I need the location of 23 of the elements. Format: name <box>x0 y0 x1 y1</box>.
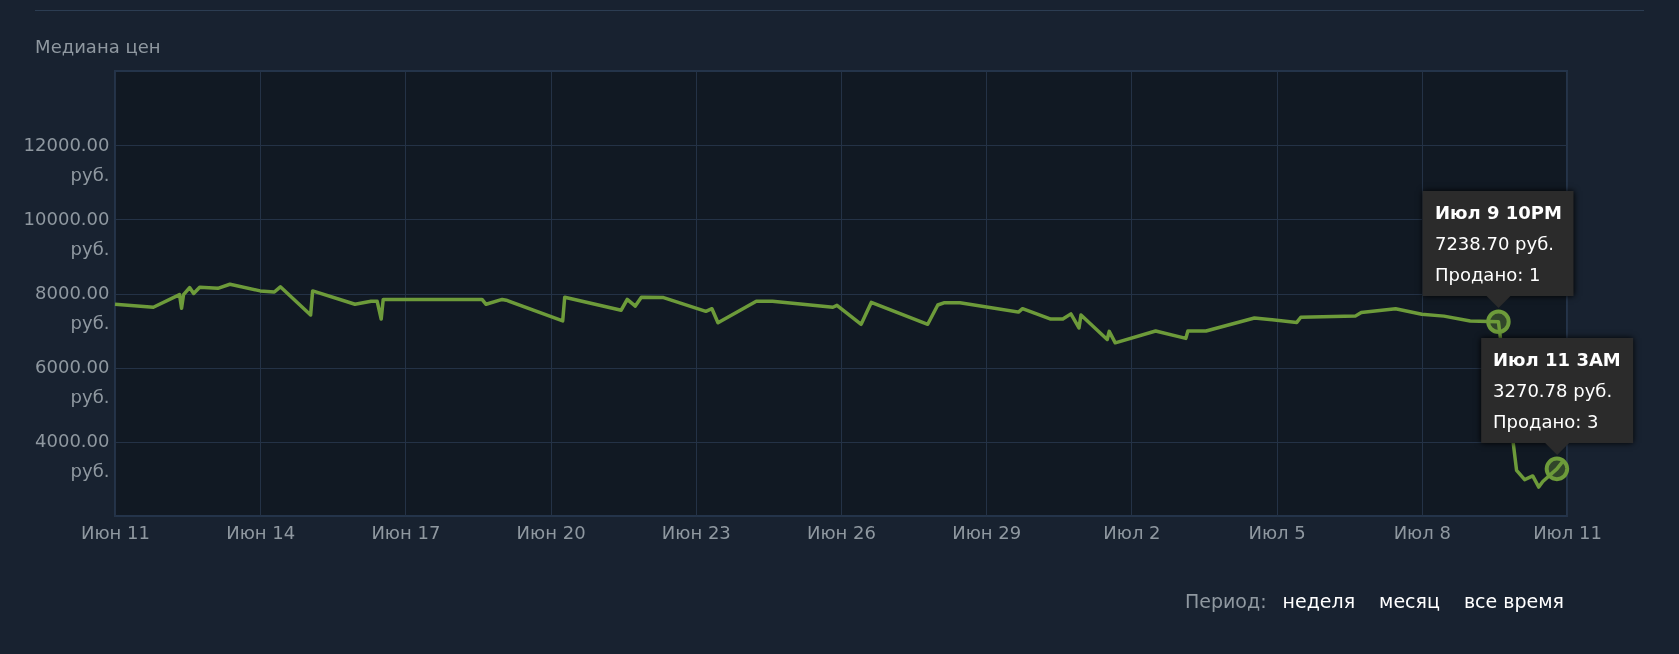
text: все время <box>1463 590 1564 612</box>
text: неделя <box>1282 590 1356 612</box>
annotation: Июл 9 10PM 7238.70 руб. Продано: 1 <box>1434 201 1562 285</box>
text: месяц <box>1379 590 1440 612</box>
y-tick-label: 8000.00 руб. <box>35 282 110 333</box>
text: Период: <box>1184 590 1267 612</box>
chart-title: Медиана цен <box>35 36 161 57</box>
x-tick-label: Июл 8 <box>1393 521 1451 543</box>
x-tick-label: Июн 20 <box>516 521 586 543</box>
x-tick-label: Июн 17 <box>371 521 441 543</box>
x-tick-label: Июн 26 <box>806 521 877 543</box>
y-tick-label: 12000.00 руб. <box>23 133 110 185</box>
annotation: Июл 11 3AM 3270.78 руб. Продано: 3 <box>1493 348 1621 432</box>
y-tick-label: 4000.00 руб. <box>35 430 110 482</box>
y-tick-label: 10000.00 руб. <box>23 207 110 259</box>
x-tick-label: Июн 14 <box>226 521 296 543</box>
x-tick-label: Июл 11 <box>1533 521 1602 543</box>
x-tick-label: Июн 23 <box>661 521 731 543</box>
x-tick-label: Июн 11 <box>80 521 151 543</box>
x-tick-label: Июн 29 <box>952 521 1022 543</box>
x-tick-label: Июл 5 <box>1248 521 1306 543</box>
y-tick-label: 6000.00 руб. <box>35 356 110 408</box>
x-tick-label: Июл 2 <box>1103 521 1161 543</box>
